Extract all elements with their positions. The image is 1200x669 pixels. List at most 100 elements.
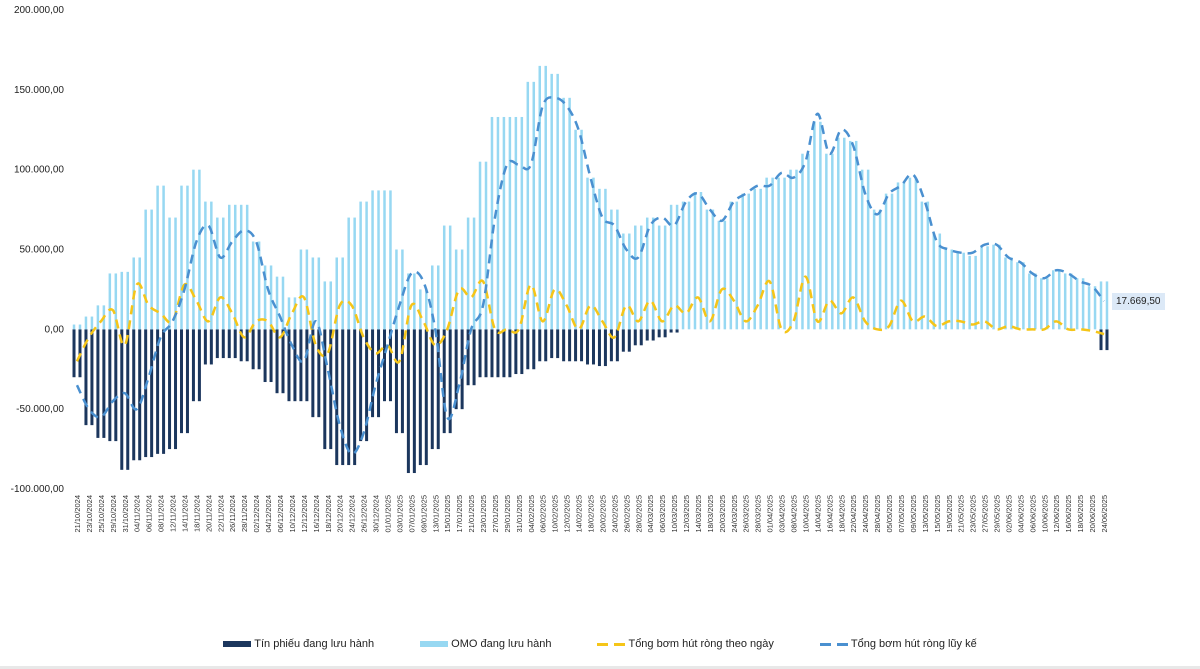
tin-phieu-bar xyxy=(383,329,387,402)
tin-phieu-bar xyxy=(418,329,422,466)
tin-phieu-bar xyxy=(591,329,595,365)
tin-phieu-bar xyxy=(341,329,345,466)
tin-phieu-bar xyxy=(96,329,100,438)
last-value-callout: 17.669,50 xyxy=(1112,293,1165,310)
tin-phieu-bar xyxy=(263,329,267,383)
omo-bar xyxy=(980,246,983,330)
x-tick-label: 25/10/2024 xyxy=(97,495,106,533)
omo-bar xyxy=(520,116,524,330)
x-tick-label: 10/04/2025 xyxy=(801,495,810,533)
legend: Tín phiếu đang lưu hành OMO đang lưu hàn… xyxy=(0,638,1200,650)
omo-bar xyxy=(72,324,76,330)
x-tick-label: 07/01/2025 xyxy=(407,495,416,533)
x-tick-label: 03/04/2025 xyxy=(778,495,787,533)
tin-phieu-bar xyxy=(394,329,398,434)
x-tick-label: 22/11/2024 xyxy=(216,495,225,532)
omo-bar xyxy=(544,65,547,330)
omo-bar xyxy=(216,217,219,330)
omo-bar xyxy=(854,140,858,330)
omo-bar xyxy=(825,153,828,330)
omo-bar xyxy=(974,255,977,330)
x-tick-label: 29/05/2025 xyxy=(993,495,1002,533)
x-tick-label: 14/03/2025 xyxy=(694,495,703,533)
omo-bar xyxy=(783,177,786,330)
omo-bar xyxy=(245,204,249,330)
omo-bar xyxy=(204,201,207,330)
tin-phieu-bar xyxy=(257,329,261,370)
y-tick-label: -100.000,00 xyxy=(11,484,65,495)
x-tick-label: 30/12/2024 xyxy=(372,495,381,533)
omo-bar xyxy=(1069,273,1073,330)
tin-phieu-bar xyxy=(603,329,607,367)
x-tick-label: 02/06/2025 xyxy=(1004,495,1013,533)
x-tick-label: 04/02/2025 xyxy=(527,495,536,533)
omo-bar xyxy=(371,190,374,330)
tin-phieu-bar xyxy=(251,329,255,370)
omo-bar xyxy=(484,161,488,330)
x-tick-label: 13/05/2025 xyxy=(921,495,930,533)
tin-phieu-bar xyxy=(215,329,219,359)
omo-bar xyxy=(765,177,768,330)
x-tick-label: 31/10/2024 xyxy=(121,495,130,533)
x-tick-label: 16/12/2024 xyxy=(312,495,321,533)
omo-bar xyxy=(353,217,356,330)
legend-item-tin-phieu[interactable]: Tín phiếu đang lưu hành xyxy=(223,638,374,650)
x-tick-label: 20/03/2025 xyxy=(718,495,727,533)
x-tick-label: 01/01/2025 xyxy=(383,495,392,533)
omo-bar xyxy=(604,188,607,330)
omo-bar xyxy=(198,169,201,330)
tin-phieu-bar xyxy=(478,329,482,378)
omo-bar xyxy=(365,201,368,330)
x-tick-label: 06/11/2024 xyxy=(145,495,154,532)
omo-bar xyxy=(813,121,816,330)
tin-phieu-bar xyxy=(227,329,231,359)
x-tick-label: 14/04/2025 xyxy=(813,495,822,533)
x-tick-label: 14/11/2024 xyxy=(180,495,189,532)
omo-bar xyxy=(747,193,750,330)
omo-bar xyxy=(568,97,571,330)
tin-phieu-bar xyxy=(669,329,673,333)
tin-phieu-bar xyxy=(138,329,142,461)
omo-bar xyxy=(174,217,177,330)
legend-swatch xyxy=(223,641,252,647)
y-tick-label: 200.000,00 xyxy=(14,5,64,16)
tin-phieu-bar xyxy=(645,329,649,341)
omo-bar xyxy=(347,217,350,330)
omo-bar xyxy=(622,233,625,330)
omo-bar xyxy=(389,190,392,330)
x-tick-label: 15/05/2025 xyxy=(933,495,942,533)
omo-bar xyxy=(699,192,703,330)
x-tick-label: 04/06/2025 xyxy=(1016,495,1025,533)
omo-bar xyxy=(317,257,321,330)
x-tick-label: 29/10/2024 xyxy=(109,495,118,533)
omo-bar xyxy=(425,289,428,330)
tin-phieu-bar xyxy=(126,329,130,470)
omo-bar xyxy=(735,201,739,330)
legend-item-daily[interactable]: Tổng bơm hút ròng theo ngày xyxy=(597,638,774,650)
omo-bar xyxy=(526,81,530,330)
tin-phieu-bar xyxy=(150,329,154,458)
y-tick-label: 150.000,00 xyxy=(14,85,64,96)
x-tick-label: 20/06/2025 xyxy=(1088,495,1097,533)
tin-phieu-bar xyxy=(114,329,118,442)
omo-bar xyxy=(1028,273,1031,330)
legend-item-cumulative[interactable]: Tổng bơm hút ròng lũy kế xyxy=(819,638,977,650)
tin-phieu-bar xyxy=(185,329,189,434)
omo-bar xyxy=(383,190,386,330)
omo-bar xyxy=(78,324,82,330)
omo-bar xyxy=(872,209,876,330)
omo-bar xyxy=(711,209,715,330)
omo-bar xyxy=(1016,262,1019,330)
omo-bar xyxy=(156,185,159,330)
omo-bar xyxy=(502,116,506,330)
tin-phieu-bar xyxy=(562,329,566,362)
legend-item-omo[interactable]: OMO đang lưu hành xyxy=(420,638,551,650)
legend-swatch xyxy=(819,642,848,646)
omo-bar xyxy=(490,116,494,330)
x-tick-label: 02/12/2024 xyxy=(252,495,261,533)
omo-bar xyxy=(126,271,130,330)
omo-bar xyxy=(693,192,697,330)
x-tick-label: 16/04/2025 xyxy=(825,495,834,533)
omo-bar xyxy=(90,316,94,330)
x-tick-label: 31/01/2025 xyxy=(515,495,524,533)
